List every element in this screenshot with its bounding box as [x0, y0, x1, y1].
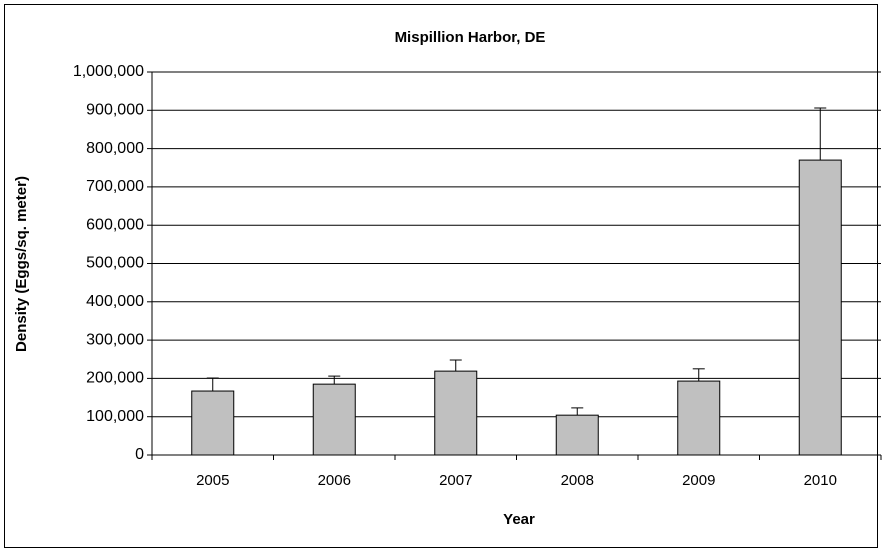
x-tick-label: 2010	[804, 472, 837, 489]
y-tick-label: 400,000	[86, 293, 144, 310]
y-tick-label: 800,000	[86, 140, 144, 157]
x-axis-label: Year	[503, 511, 535, 528]
y-tick-label: 300,000	[86, 331, 144, 348]
x-tick-label: 2008	[561, 472, 594, 489]
y-tick-label: 1,000,000	[73, 63, 144, 80]
x-tick-label: 2009	[682, 472, 715, 489]
chart-frame	[4, 4, 878, 548]
bar	[677, 380, 721, 456]
x-tick-label: 2007	[439, 472, 472, 489]
x-tick-label: 2006	[318, 472, 351, 489]
y-tick-label: 900,000	[86, 102, 144, 119]
y-tick-label: 500,000	[86, 255, 144, 272]
y-tick-label: 700,000	[86, 178, 144, 195]
chart-title: Mispillion Harbor, DE	[395, 29, 546, 46]
y-tick-label: 200,000	[86, 370, 144, 387]
bar	[434, 370, 478, 456]
y-tick-label: 0	[135, 446, 144, 463]
y-tick-label: 600,000	[86, 216, 144, 233]
bar	[798, 159, 842, 456]
bar	[312, 383, 356, 456]
bar	[191, 390, 235, 456]
y-tick-label: 100,000	[86, 408, 144, 425]
bar	[555, 414, 599, 456]
y-axis-label: Density (Eggs/sq. meter)	[13, 176, 30, 352]
x-tick-label: 2005	[196, 472, 229, 489]
